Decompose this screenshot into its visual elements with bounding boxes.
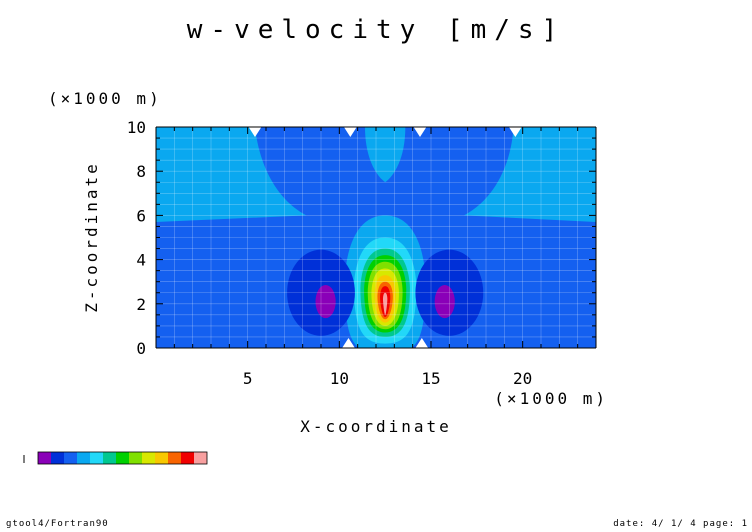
x-unit-label: (×1000 m) [494, 389, 608, 408]
colorbar-swatch [38, 452, 51, 464]
y-tick-label: 10 [127, 118, 146, 137]
footer-right: date: 4/ 1/ 4 page: 1 [613, 519, 748, 529]
colorbar-swatch [129, 452, 142, 464]
y-axis-label: Z-coordinate [82, 161, 101, 313]
field [156, 127, 596, 348]
x-tick-label: 10 [330, 369, 349, 388]
updraft-level-10 [382, 292, 388, 315]
x-tick-label: 20 [513, 369, 532, 388]
colorbar-swatch [155, 452, 168, 464]
y-tick-label: 6 [136, 206, 146, 225]
colorbar-swatch [116, 452, 129, 464]
notch-top-4 [508, 127, 522, 137]
notch-top-3 [413, 127, 427, 137]
colorbar-swatch [168, 452, 181, 464]
grid [156, 127, 596, 348]
x-tick-label: 15 [421, 369, 440, 388]
x-axis-label: X-coordinate [300, 417, 452, 436]
upper-band-left [156, 127, 307, 223]
downdraft-right-core [434, 285, 455, 319]
y-unit-label: (×1000 m) [48, 89, 162, 108]
colorbar-swatch [90, 452, 103, 464]
notch-top-1 [248, 127, 262, 137]
notch-top-2 [343, 127, 357, 137]
upper-band-right [464, 127, 596, 223]
y-tick-label: 2 [136, 295, 146, 314]
y-tick-label: 0 [136, 339, 146, 358]
colorbar [23, 451, 208, 465]
colorbar-swatch [181, 452, 194, 464]
x-tick-label: 5 [243, 369, 253, 388]
chart-title: w-velocity [m/s] [187, 15, 565, 45]
downdraft-left-core [315, 285, 336, 319]
footer-left: gtool4/Fortran90 [6, 519, 109, 529]
colorbar-swatch [51, 452, 64, 464]
colorbar-swatch [77, 452, 90, 464]
notch-bottom-2 [415, 338, 429, 348]
notch-bottom-1 [342, 338, 355, 348]
colorbar-swatch [103, 452, 116, 464]
y-tick-label: 4 [136, 251, 146, 270]
colorbar-frame [37, 451, 208, 465]
colorbar-swatch [142, 452, 155, 464]
colorbar-swatch [194, 452, 207, 464]
axes: 5 10 15 20 0 2 4 6 8 10 [127, 118, 597, 388]
y-tick-label: 8 [136, 162, 146, 181]
colorbar-swatch [64, 452, 77, 464]
plot-area [156, 127, 596, 348]
upper-band-center [365, 127, 406, 183]
